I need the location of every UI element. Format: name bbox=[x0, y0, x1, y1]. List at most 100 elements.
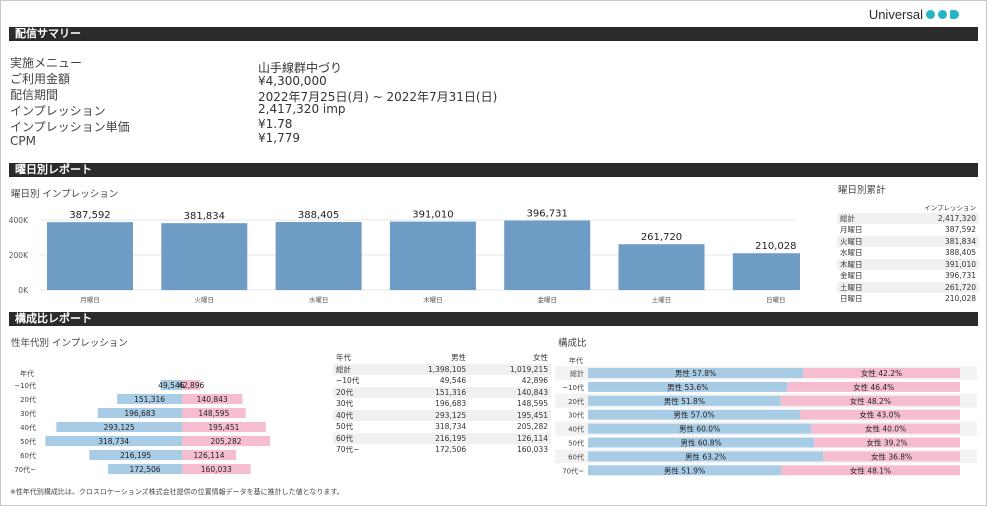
cumulative-title: 曜日別累計 bbox=[838, 185, 886, 196]
row-age: 総計 bbox=[333, 363, 388, 375]
table-row: 40代 293,125 195,451 bbox=[333, 409, 551, 421]
table-header-row: インプレッション bbox=[837, 201, 979, 213]
bar-value-label: 391,010 bbox=[412, 210, 453, 221]
weekday-cumulative-table: インプレッション 総計 2,417,320 月曜日 387,592 火曜日 38… bbox=[837, 201, 979, 305]
row-label: 日曜日 bbox=[840, 294, 863, 304]
bar bbox=[389, 221, 476, 290]
male-ratio-label: 男性 51.9% bbox=[664, 465, 705, 475]
female-ratio-label: 女性 40.0% bbox=[865, 424, 906, 434]
female-ratio-bar bbox=[780, 395, 960, 406]
weekday-report-header: 曜日別レポート bbox=[9, 163, 978, 177]
table-row: 70代~ 172,506 160,033 bbox=[333, 444, 551, 456]
female-ratio-bar bbox=[811, 423, 960, 434]
female-bar bbox=[182, 394, 243, 404]
table-row: ~10代 49,546 42,896 bbox=[333, 375, 551, 387]
male-ratio-label: 男性 57.8% bbox=[675, 368, 716, 378]
row-male: 196,683 bbox=[435, 399, 467, 409]
male-ratio-label: 男性 60.0% bbox=[679, 424, 720, 434]
y-tick-label: 20代 bbox=[568, 397, 584, 406]
female-value-label: 148,595 bbox=[198, 409, 229, 418]
female-ratio-label: 女性 43.0% bbox=[859, 410, 900, 420]
bar-value-label: 396,731 bbox=[527, 209, 568, 220]
summary-header: 配信サマリー bbox=[9, 27, 978, 41]
row-age: 50代 bbox=[336, 422, 354, 432]
male-ratio-bar bbox=[588, 409, 801, 420]
male-bar bbox=[117, 394, 182, 404]
y-tick-label: 70代~ bbox=[562, 466, 584, 475]
female-value-label: 42,896 bbox=[178, 381, 204, 390]
x-tick-label: 水曜日 bbox=[309, 295, 329, 304]
row-value: 388,405 bbox=[944, 248, 976, 258]
male-ratio-label: 男性 60.8% bbox=[680, 438, 721, 448]
female-bar bbox=[182, 450, 237, 460]
footnote: ※性年代別構成比は、クロスロケーションズ株式会社提供の位置情報データを基に推計し… bbox=[10, 488, 344, 496]
table-row: 総計 2,417,320 bbox=[837, 212, 979, 224]
x-tick-label: 月曜日 bbox=[80, 296, 100, 304]
gender-age-table: 年代 男性 女性 総計 1,398,105 1,019,215 ~10代 49,… bbox=[333, 352, 551, 456]
female-value-label: 126,114 bbox=[194, 451, 225, 460]
weekday-bar-chart: 0K 200K 400K 387,592 月曜日 381,834 火曜日 388,405 水曜日… bbox=[9, 209, 800, 304]
weekday-chart-title: 曜日別 インプレッション bbox=[11, 189, 119, 200]
male-ratio-bar bbox=[588, 368, 804, 378]
male-ratio-bar bbox=[588, 381, 788, 392]
female-ratio-bar bbox=[823, 451, 960, 462]
gender-age-chart-title: 性年代別 インプレッション bbox=[11, 338, 128, 349]
y-tick-label: 40代 bbox=[568, 425, 584, 434]
row-female: 42,896 bbox=[521, 376, 548, 386]
summary-value-impressions: 2,417,320 imp bbox=[258, 102, 346, 116]
row-value: 396,731 bbox=[944, 271, 976, 281]
table-row: 60代 216,195 126,114 bbox=[333, 432, 551, 444]
table-row: 総計 1,398,105 1,019,215 bbox=[333, 363, 551, 375]
x-tick-label: 土曜日 bbox=[652, 295, 672, 304]
bar-value-label: 210,028 bbox=[755, 241, 796, 252]
bar bbox=[504, 220, 591, 290]
row-female: 148,595 bbox=[516, 399, 548, 409]
row-female: 140,843 bbox=[469, 386, 551, 398]
logo-circle-icon bbox=[926, 10, 935, 19]
bar bbox=[47, 222, 133, 290]
bar bbox=[275, 222, 362, 290]
female-value-label: 205,282 bbox=[210, 437, 241, 446]
male-bar bbox=[97, 408, 182, 418]
bar-value-label: 388,405 bbox=[298, 210, 339, 221]
female-bar bbox=[182, 464, 251, 474]
row-label: 木曜日 bbox=[837, 258, 884, 270]
y-tick-label: 50代 bbox=[20, 437, 36, 446]
summary-value-unit-price: ¥1.78 bbox=[258, 117, 293, 131]
row-value: 387,592 bbox=[944, 225, 976, 235]
male-ratio-bar bbox=[588, 451, 824, 462]
bar bbox=[161, 223, 248, 290]
row-male: 318,734 bbox=[435, 422, 467, 432]
male-ratio-label: 男性 51.8% bbox=[664, 396, 705, 406]
row-label: 火曜日 bbox=[837, 235, 884, 247]
male-ratio-label: 男性 53.6% bbox=[667, 382, 708, 392]
female-ratio-label: 女性 39.2% bbox=[866, 438, 907, 448]
female-column-header: 女性 bbox=[533, 353, 548, 363]
summary-value-period: 2022年7月25日(月) ~ 2022年7月31日(日) bbox=[258, 90, 498, 104]
bar bbox=[618, 244, 705, 290]
male-bar bbox=[108, 464, 182, 474]
y-tick-label: 0K bbox=[18, 286, 29, 295]
male-column-header: 男性 bbox=[451, 353, 467, 363]
summary-label-unit-price: インプレッション単価 bbox=[10, 120, 130, 134]
summary-value-cpm: ¥1,779 bbox=[258, 131, 300, 145]
summary-label-cpm: CPM bbox=[10, 134, 36, 148]
y-tick-label: 総計 bbox=[570, 369, 584, 378]
female-ratio-label: 女性 48.1% bbox=[850, 465, 891, 475]
row-age: 40代 bbox=[333, 409, 388, 421]
female-ratio-bar bbox=[800, 409, 960, 420]
x-tick-label: 火曜日 bbox=[195, 296, 215, 304]
male-value-label: 196,683 bbox=[124, 409, 155, 418]
row-value: 381,834 bbox=[883, 235, 979, 247]
male-bar bbox=[160, 380, 182, 390]
summary-value-menu: 山手線群中づり bbox=[258, 61, 343, 75]
female-bar bbox=[182, 408, 246, 418]
male-ratio-label: 男性 63.2% bbox=[685, 451, 726, 461]
y-axis-title: 年代 bbox=[20, 369, 34, 378]
table-row: 木曜日 391,010 bbox=[837, 258, 979, 270]
bar-value-label: 261,720 bbox=[641, 232, 682, 243]
male-ratio-bar bbox=[588, 423, 812, 434]
female-ratio-bar bbox=[781, 465, 960, 476]
